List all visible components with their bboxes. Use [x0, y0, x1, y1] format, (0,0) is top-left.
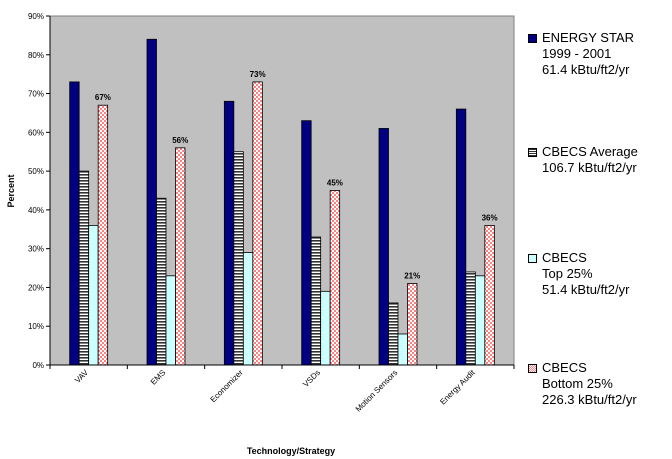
bar-1-3: [310, 236, 322, 366]
legend-line: Top 25%: [542, 266, 593, 281]
legend-swatch: [528, 148, 537, 157]
y-axis: 0% 10% 20% 30% 40% 50% 60% 70% 80% 90%: [28, 12, 51, 370]
plot-area: [49, 15, 515, 366]
legend-line: Bottom 25%: [542, 376, 613, 391]
y-axis-title: Percent: [6, 174, 16, 207]
legend-line: CBECS: [542, 360, 587, 375]
y-tick-label: 0%: [32, 361, 44, 370]
x-tick-label: Energy Audit: [438, 368, 477, 407]
bar-3-3: [329, 190, 341, 366]
bar-1-4: [388, 302, 399, 366]
bar-0-3: [301, 120, 312, 366]
y-tick-label: 20%: [28, 283, 44, 292]
data-label: 45%: [327, 179, 343, 188]
bar-0-0: [69, 81, 80, 366]
legend-line: 106.7 kBtu/ft2/yr: [542, 160, 637, 175]
data-label: 56%: [172, 136, 188, 145]
bar-0-2: [223, 100, 235, 366]
bar-0-4: [378, 128, 389, 366]
legend-swatch: [528, 254, 537, 263]
bar-3-5: [484, 224, 495, 366]
bar-0-1: [146, 38, 157, 366]
legend-swatch: [528, 364, 537, 373]
bar-1-0: [78, 170, 90, 366]
y-tick-label: 90%: [28, 12, 44, 21]
data-label: 21%: [404, 272, 420, 281]
legend-line: CBECS: [542, 250, 587, 265]
legend-label: CBECS Average 106.7 kBtu/ft2/yr: [542, 144, 638, 176]
legend-label: ENERGY STAR 1999 - 2001 61.4 kBtu/ft2/yr: [542, 30, 634, 78]
legend-line: ENERGY STAR: [542, 30, 634, 45]
data-label: 73%: [250, 70, 266, 79]
x-tick-label: Motion Sensors: [354, 368, 400, 414]
legend-line: 51.4 kBtu/ft2/yr: [542, 282, 630, 297]
x-axis: VAV EMS Economizer VSDs Motion Sensors Energy…: [49, 364, 515, 414]
legend-label: CBECS Bottom 25% 226.3 kBtu/ft2/yr: [542, 360, 637, 408]
bar-0-5: [455, 108, 467, 366]
y-tick-label: 60%: [28, 128, 44, 137]
bar-2-2: [242, 252, 254, 366]
bar-2-1: [165, 275, 176, 366]
bar-2-4: [397, 333, 408, 366]
x-axis-title: Technology/Strategy: [247, 446, 335, 456]
bar-1-5: [465, 271, 476, 366]
legend-label: CBECS Top 25% 51.4 kBtu/ft2/yr: [542, 250, 629, 298]
x-tick-label: VAV: [73, 368, 90, 385]
bar-2-0: [88, 224, 99, 366]
bar-3-1: [175, 147, 186, 366]
bar-3-4: [407, 283, 418, 366]
y-tick-label: 50%: [28, 167, 44, 176]
legend-line: 226.3 kBtu/ft2/yr: [542, 392, 637, 407]
y-tick-label: 80%: [28, 51, 44, 60]
bar-1-1: [156, 197, 167, 366]
legend-line: 61.4 kBtu/ft2/yr: [542, 62, 630, 77]
data-label: 36%: [482, 213, 498, 222]
legend-line: 1999 - 2001: [542, 46, 612, 61]
legend-line: CBECS Average: [542, 144, 638, 159]
bar-3-2: [252, 81, 263, 366]
x-tick-label: Economizer: [209, 368, 245, 404]
y-tick-label: 10%: [28, 322, 44, 331]
bar-2-3: [320, 290, 331, 366]
x-tick-label: EMS: [149, 368, 168, 387]
y-tick-label: 30%: [28, 245, 44, 254]
bar-1-2: [233, 151, 244, 366]
data-labels-group: 67% 56% 73% 45% 21% 36%: [95, 70, 498, 281]
bar-2-5: [474, 275, 486, 366]
bar-3-0: [97, 104, 109, 366]
x-tick-label: VSDs: [301, 368, 322, 389]
y-tick-label: 70%: [28, 90, 44, 99]
data-label: 67%: [95, 93, 111, 102]
y-tick-label: 40%: [28, 206, 44, 215]
legend-swatch: [528, 34, 537, 43]
